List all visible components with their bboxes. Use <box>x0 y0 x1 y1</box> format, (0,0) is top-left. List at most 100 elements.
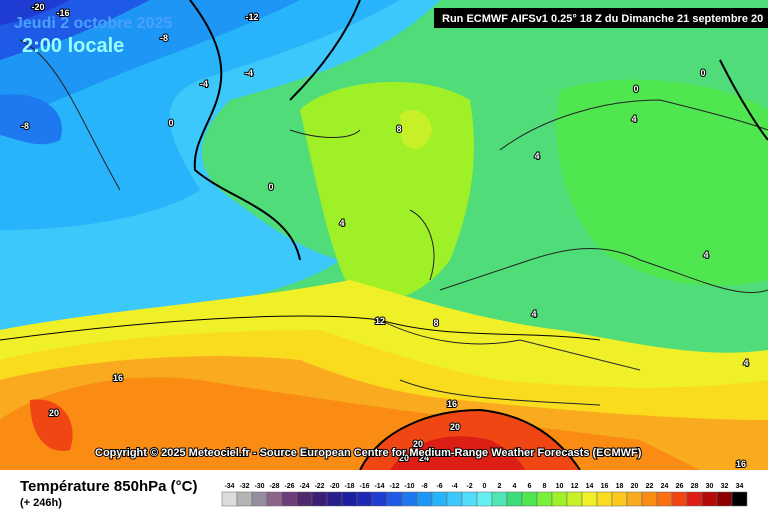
scale-label: 20 <box>631 483 639 490</box>
contour-label: 4 <box>631 114 636 124</box>
contour-label: 20 <box>450 422 460 432</box>
scale-swatch <box>251 491 268 507</box>
scale-swatch <box>341 491 358 507</box>
scale-label: 6 <box>528 483 532 490</box>
contour-label: 16 <box>113 373 123 383</box>
scale-swatch <box>461 491 478 507</box>
scale-swatch <box>311 491 328 507</box>
contour-label: -4 <box>245 68 253 78</box>
scale-label: -16 <box>359 483 369 490</box>
scale-label: -18 <box>344 483 354 490</box>
contour-label: 16 <box>736 459 746 469</box>
color-scale: -34 -32 -30 -28 -26 -24 -22 -20 -18 -16 -14 -12 -10-… <box>221 483 748 507</box>
contour-label: 4 <box>703 250 708 260</box>
scale-swatch <box>326 491 343 507</box>
footer-title: Température 850hPa (°C) <box>20 478 197 495</box>
contour-label: -8 <box>160 33 168 43</box>
contour-label: 24 <box>419 453 429 463</box>
scale-swatch <box>596 491 613 507</box>
scale-swatch <box>731 491 748 507</box>
scale-swatch <box>626 491 643 507</box>
time: 2:00 locale <box>22 35 124 57</box>
contour-label: 20 <box>413 439 423 449</box>
scale-label: -34 <box>224 483 234 490</box>
scale-label: -12 <box>389 483 399 490</box>
scale-swatch <box>281 491 298 507</box>
lead-time: (+ 246h) <box>20 497 62 509</box>
contour-label: 0 <box>168 118 173 128</box>
contour-label: 0 <box>268 182 273 192</box>
scale-label: -22 <box>314 483 324 490</box>
scale-label: 32 <box>721 483 729 490</box>
date: Jeudi 2 octobre 2025 <box>14 15 172 32</box>
scale-label: -24 <box>299 483 309 490</box>
contour-label: 4 <box>531 309 536 319</box>
scale-label: -4 <box>451 483 457 490</box>
scale-swatch <box>551 491 568 507</box>
scale-label: 16 <box>601 483 609 490</box>
scale-swatch <box>656 491 673 507</box>
scale-label: -26 <box>284 483 294 490</box>
scale-swatch <box>266 491 283 507</box>
scale-swatch <box>581 491 598 507</box>
scale-label: -20 <box>329 483 339 490</box>
contour-label: 20 <box>49 408 59 418</box>
scale-label: 34 <box>736 483 744 490</box>
contour-label: 0 <box>633 84 638 94</box>
scale-swatch <box>671 491 688 507</box>
scale-label: 30 <box>706 483 714 490</box>
scale-swatch <box>416 491 433 507</box>
run-banner <box>434 8 768 28</box>
contour-label: -4 <box>200 79 208 89</box>
scale-label: -32 <box>239 483 249 490</box>
contour-label: 12 <box>375 316 385 326</box>
scale-label: -30 <box>254 483 264 490</box>
contour-label: 4 <box>339 218 344 228</box>
scale-label: -2 <box>466 483 472 490</box>
scale-label: 14 <box>586 483 594 490</box>
scale-swatch <box>221 491 238 507</box>
scale-swatch <box>506 491 523 507</box>
contour-label: 4 <box>534 151 539 161</box>
scale-swatch <box>446 491 463 507</box>
scale-swatch <box>611 491 628 507</box>
scale-swatch <box>521 491 538 507</box>
scale-swatch <box>476 491 493 507</box>
contour-label: 8 <box>396 124 401 134</box>
scale-label: 24 <box>661 483 669 490</box>
contour-label: 20 <box>399 453 409 463</box>
scale-label: 10 <box>556 483 564 490</box>
scale-label: 0 <box>483 483 487 490</box>
scale-swatch <box>566 491 583 507</box>
scale-swatch <box>716 491 733 507</box>
contour-label: -12 <box>245 12 258 22</box>
scale-swatch <box>236 491 253 507</box>
contour-label: 8 <box>433 318 438 328</box>
scale-label: -8 <box>421 483 427 490</box>
scale-label: -28 <box>269 483 279 490</box>
scale-label: -14 <box>374 483 384 490</box>
scale-label: 12 <box>571 483 579 490</box>
scale-swatch <box>401 491 418 507</box>
contour-label: -16 <box>56 8 69 18</box>
scale-label: 4 <box>513 483 517 490</box>
scale-swatch <box>536 491 553 507</box>
contour-label: 0 <box>700 68 705 78</box>
isotherms <box>0 0 768 471</box>
scale-swatch <box>431 491 448 507</box>
contour-label: 4 <box>743 358 748 368</box>
scale-label: -10 <box>404 483 414 490</box>
contour-label: -8 <box>21 121 29 131</box>
scale-label: 18 <box>616 483 624 490</box>
scale-swatch <box>371 491 388 507</box>
run-info: Run ECMWF AIFSv1 0.25° 18 Z du Dimanche … <box>442 13 763 25</box>
temperature-field <box>0 0 768 470</box>
scale-swatch <box>491 491 508 507</box>
scale-label: 26 <box>676 483 684 490</box>
scale-label: 8 <box>543 483 547 490</box>
contour-label: -20 <box>31 2 44 12</box>
scale-swatch <box>701 491 718 507</box>
scale-swatch <box>386 491 403 507</box>
coastlines <box>19 39 768 406</box>
